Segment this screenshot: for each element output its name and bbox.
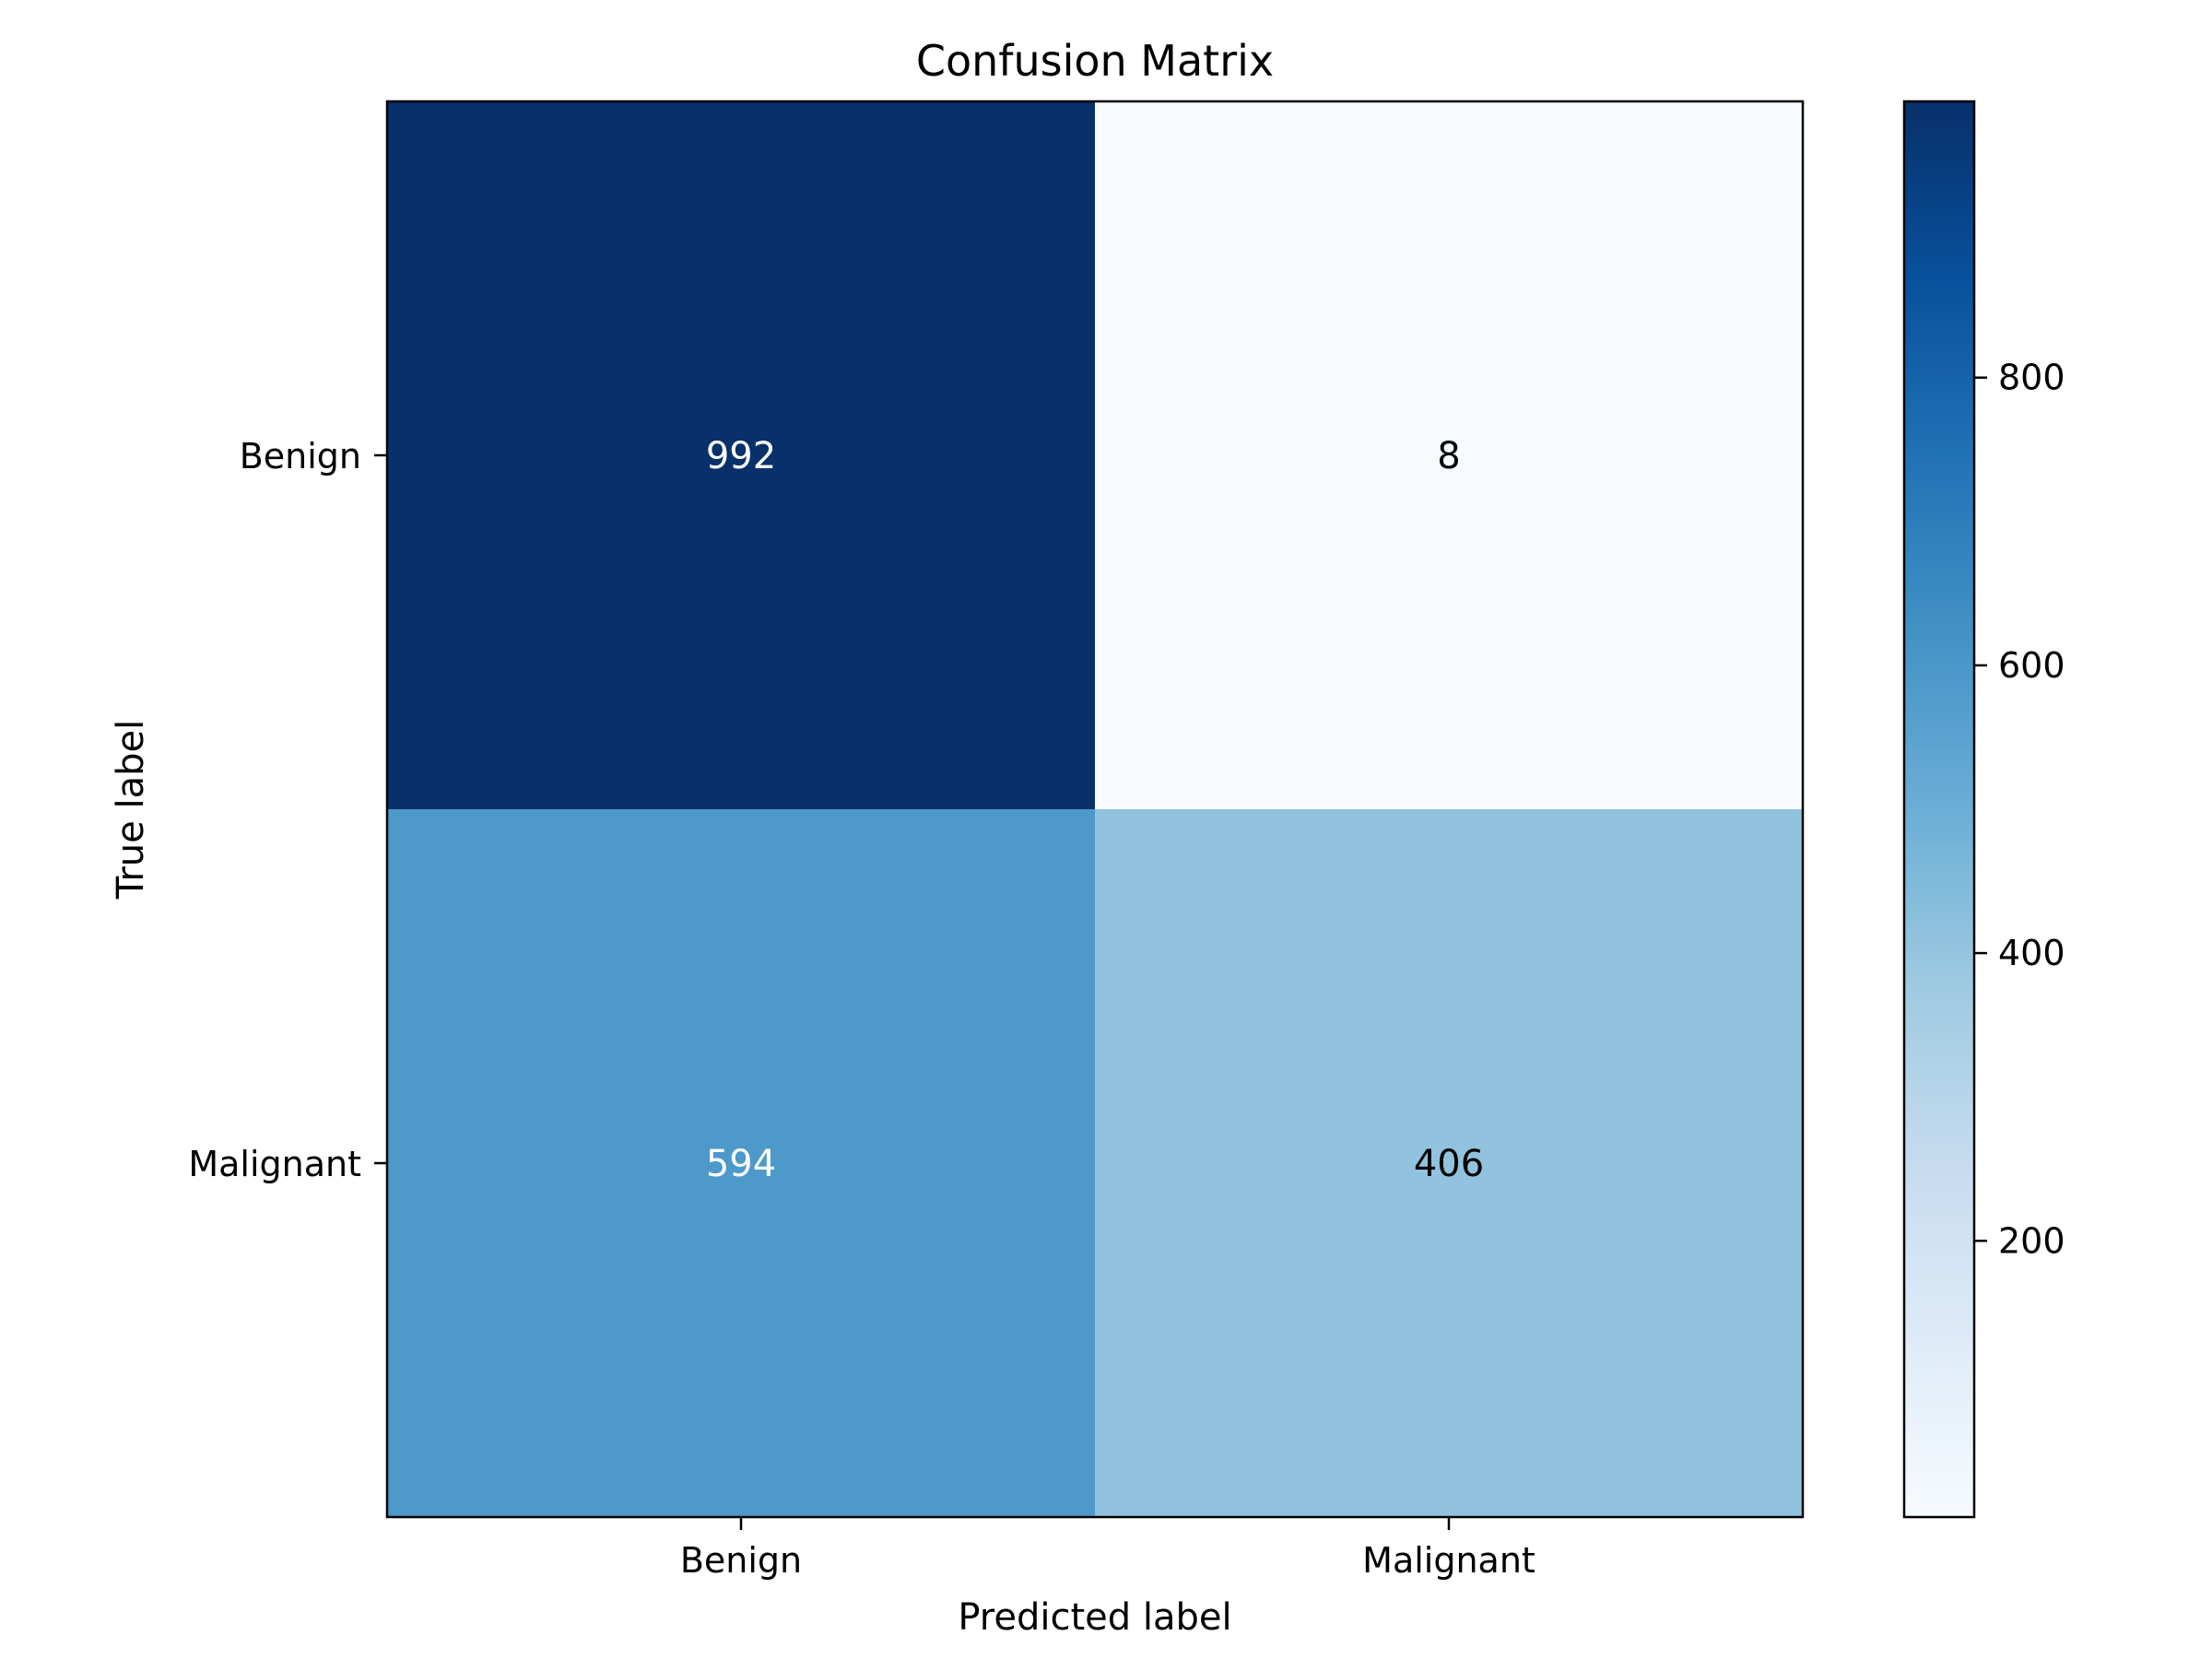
plot-frame	[385, 100, 1805, 1519]
cell-value-0-0: 992	[706, 435, 776, 477]
colorbar-tick-label-1: 400	[1998, 933, 2065, 973]
cell-1-1	[1095, 809, 1804, 1518]
cell-0-1	[1095, 101, 1804, 810]
cell-1-0	[387, 809, 1096, 1518]
colorbar-tick-label-2: 600	[1998, 645, 2065, 686]
colorbar-tick-label-0: 200	[1998, 1220, 2065, 1261]
y-axis-ticks: Benign Malignant	[188, 436, 387, 1184]
colorbar-ticks: 200 400 600 800	[1974, 358, 2065, 1261]
y-axis-label: True label	[110, 720, 152, 900]
cell-value-1-1: 406	[1414, 1143, 1484, 1185]
x-tick-label-0: Benign	[680, 1540, 802, 1581]
cell-0-0	[387, 101, 1096, 810]
cell-value-1-0: 594	[706, 1143, 776, 1185]
heatmap-cells	[387, 101, 1804, 1518]
x-tick-label-1: Malignant	[1362, 1540, 1535, 1581]
heatmap-cell-labels: 992 8 594 406	[706, 435, 1484, 1185]
x-axis-label: Predicted label	[958, 1596, 1231, 1639]
x-axis-ticks: Benign Malignant	[680, 1517, 1535, 1581]
cell-value-0-1: 8	[1437, 435, 1460, 477]
chart-title: Confusion Matrix	[916, 36, 1274, 86]
colorbar	[1902, 100, 1976, 1519]
y-tick-label-0: Benign	[240, 436, 361, 477]
colorbar-tick-label-3: 800	[1998, 358, 2065, 398]
y-tick-label-1: Malignant	[188, 1144, 361, 1184]
